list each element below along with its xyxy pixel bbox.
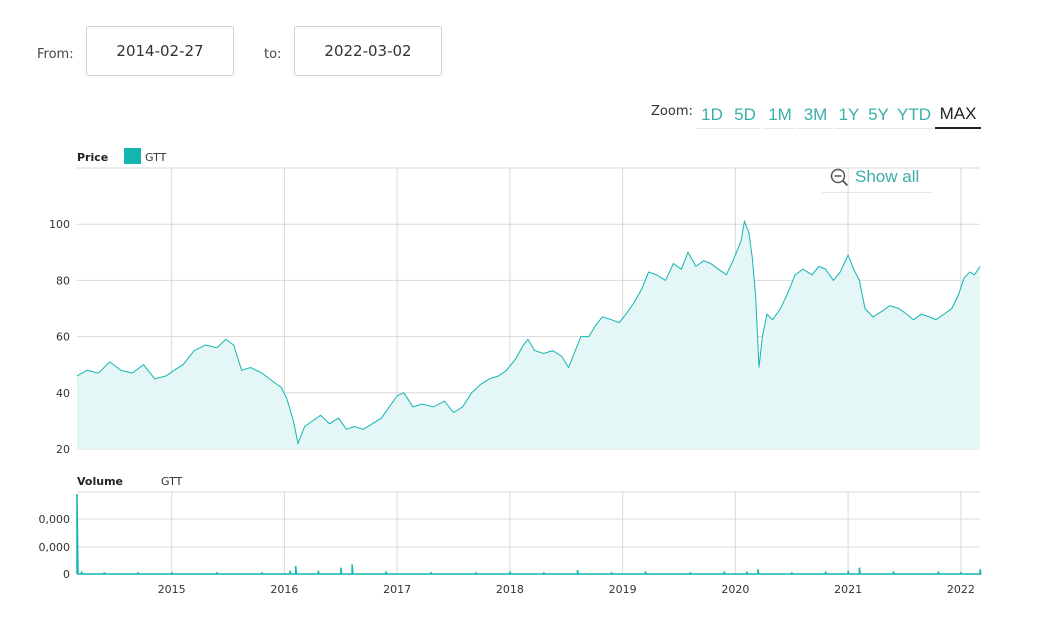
price-y-axis: 20 40 60 80 100 (49, 218, 70, 456)
price-area-fill (77, 221, 980, 449)
to-label: to: (264, 47, 282, 62)
volume-grid (77, 491, 980, 575)
x-tick-label: 2015 (158, 583, 186, 596)
show-all-label: Show all (855, 167, 920, 186)
x-tick-label: 2017 (383, 583, 411, 596)
zoom-5y-button[interactable]: 5Y (864, 101, 893, 129)
zoom-3m-button[interactable]: 3M (798, 101, 833, 129)
zoom-1y-button[interactable]: 1Y (835, 101, 863, 129)
to-date-input[interactable]: 2022-03-02 (294, 26, 442, 76)
price-series-line (76, 219, 981, 446)
x-tick-label: 2020 (721, 583, 749, 596)
price-legend-label[interactable]: GTT (145, 151, 167, 164)
x-tick-label: 2019 (609, 583, 637, 596)
price-y-tick-label: 60 (56, 331, 70, 344)
price-y-tick-label: 20 (56, 443, 70, 456)
zoom-max-button[interactable]: MAX (935, 101, 981, 129)
price-y-tick-label: 100 (49, 218, 70, 231)
volume-y-tick-label: 0 (63, 568, 70, 581)
volume-y-tick-label: 0,000 (39, 513, 71, 526)
volume-series (76, 493, 982, 575)
x-tick-label: 2022 (947, 583, 975, 596)
x-tick-label: 2016 (270, 583, 298, 596)
price-legend-swatch[interactable] (124, 148, 141, 164)
from-label: From: (37, 47, 74, 62)
x-tick-label: 2018 (496, 583, 524, 596)
x-axis: 2015 2016 2017 2018 2019 2020 2021 2022 (158, 583, 975, 596)
volume-legend-label[interactable]: GTT (161, 475, 183, 488)
zoom-label: Zoom: (651, 104, 693, 119)
price-y-tick-label: 40 (56, 387, 70, 400)
volume-y-tick-label: 0,000 (39, 541, 71, 554)
volume-panel-title: Volume (77, 475, 123, 488)
zoom-ytd-button[interactable]: YTD (894, 101, 934, 129)
zoom-5d-button[interactable]: 5D (729, 101, 761, 129)
x-tick-label: 2021 (834, 583, 862, 596)
price-panel-title: Price (77, 151, 108, 164)
volume-y-axis: 0 0,000 0,000 (39, 513, 71, 581)
zoom-1m-button[interactable]: 1M (764, 101, 796, 129)
from-date-input[interactable]: 2014-02-27 (86, 26, 234, 76)
zoom-out-icon (830, 168, 849, 186)
price-y-tick-label: 80 (56, 274, 70, 287)
zoom-1d-button[interactable]: 1D (696, 101, 728, 129)
show-all-button[interactable]: Show all (822, 162, 932, 193)
